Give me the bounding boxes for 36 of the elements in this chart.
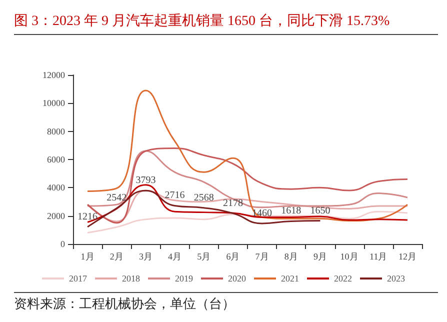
line-series bbox=[86, 150, 408, 208]
data-label: 2178 bbox=[222, 198, 243, 209]
data-label: 1618 bbox=[281, 206, 302, 217]
y-tick-label: 0 bbox=[60, 239, 66, 249]
text: 资料来源：工程机械协会，单位（台） bbox=[14, 292, 438, 313]
data-label: 1216 bbox=[78, 211, 98, 222]
y-tick-label: 2000 bbox=[47, 210, 66, 221]
x-tick-label: 9月 bbox=[313, 252, 327, 262]
legend-label: 2018 bbox=[122, 274, 140, 284]
x-tick-label: 4月 bbox=[168, 252, 182, 262]
x-tick-label: 8月 bbox=[284, 252, 298, 262]
y-tick-label: 10000 bbox=[42, 98, 66, 108]
x-tick-label: 7月 bbox=[255, 252, 269, 262]
legend-label: 2021 bbox=[281, 274, 299, 284]
legend-label: 2019 bbox=[175, 274, 194, 284]
x-tick-label: 10月 bbox=[340, 252, 358, 262]
legend-label: 2022 bbox=[334, 274, 352, 284]
chart-title: 图 3：2023 年 9 月汽车起重机销量 1650 台，同比下滑 15.73% bbox=[14, 12, 438, 35]
data-label: 2568 bbox=[194, 192, 214, 204]
y-tick-label: 8000 bbox=[47, 126, 66, 136]
data-label: 2716 bbox=[164, 190, 185, 202]
y-tick-label: 12000 bbox=[42, 70, 66, 80]
legend-label: 2017 bbox=[69, 274, 88, 284]
legend-label: 2023 bbox=[387, 274, 406, 284]
data-label: 1650 bbox=[310, 205, 330, 216]
x-tick-label: 11月 bbox=[370, 252, 388, 262]
x-tick-label: 12月 bbox=[398, 252, 416, 262]
x-tick-label: 3月 bbox=[138, 252, 152, 262]
x-tick-label: 1月 bbox=[80, 252, 94, 262]
x-tick-label: 5月 bbox=[197, 252, 211, 262]
y-tick-label: 6000 bbox=[47, 154, 66, 164]
x-tick-label: 2月 bbox=[110, 252, 124, 262]
data-label: 3793 bbox=[136, 175, 156, 186]
y-tick-label: 4000 bbox=[47, 182, 66, 193]
legend-label: 2020 bbox=[228, 274, 246, 284]
x-tick-label: 6月 bbox=[226, 252, 240, 262]
